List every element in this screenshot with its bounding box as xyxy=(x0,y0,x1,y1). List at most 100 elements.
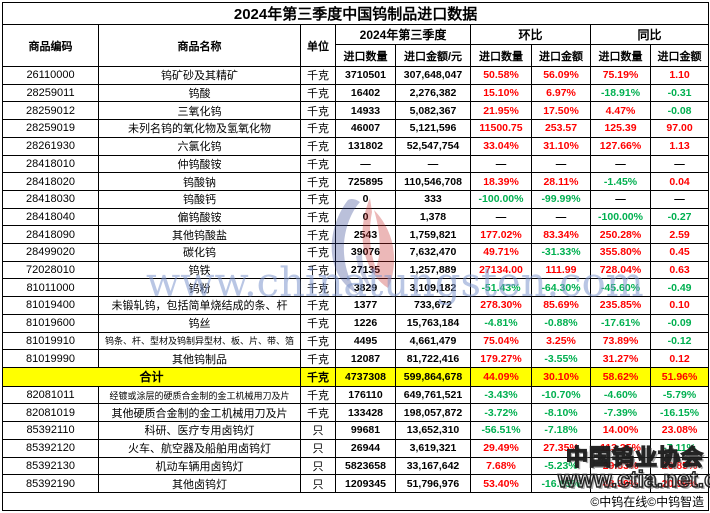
cell-product-code: 81019910 xyxy=(2,331,99,351)
table-row: 28418010 仲钨酸铵 千克 — — — — — — xyxy=(2,154,710,174)
cell-import-qty: 27135 xyxy=(335,260,396,280)
cell-product-code: 82081019 xyxy=(2,403,99,423)
cell-product-code: 82081011 xyxy=(2,385,99,405)
cell-import-amount: — xyxy=(395,154,471,174)
cell-import-amount: 307,648,047 xyxy=(395,66,471,85)
table-row: 85392120 火车、航空器及船舶用卤钨灯只 26944 3,619,321 29.4… xyxy=(2,438,710,458)
cell-yoy-qty: 73.89% xyxy=(590,331,651,351)
cell-import-amount: 1,759,821 xyxy=(395,225,471,245)
cell-import-amount: 33,167,642 xyxy=(395,456,471,476)
col-header-yoy-import-qty: 进口数量 xyxy=(590,44,651,67)
cell-unit: 千克 xyxy=(300,260,336,280)
cell-yoy-qty: 29.83% xyxy=(590,456,651,476)
cell-import-amount: 1,257,889 xyxy=(395,260,471,280)
cell-yoy-amount: 97.00 xyxy=(649,119,710,138)
table-row: 28259012 三氧化钨 千克 14933 5,082,367 21.95% 17.50%… xyxy=(2,101,710,121)
table-row: 28259019 未列名钨的氧化物及氢氧化物 千克 46007 5,121,596 115… xyxy=(2,119,710,138)
cell-yoy-amount: 0.12 xyxy=(649,349,710,368)
table-row: 72028010 钨铁 千克 27135 1,257,889 27134.00 111.99… xyxy=(2,260,710,280)
cell-qoq-qty: -4.81% xyxy=(470,313,532,333)
cell-yoy-qty: 31.27% xyxy=(590,349,651,368)
cell-qoq-amount: — xyxy=(531,207,591,227)
col-header-qoq-import-qty: 进口数量 xyxy=(470,44,532,67)
cell-qoq-amount: 253.57 xyxy=(531,119,591,138)
cell-yoy-qty: 125.39 xyxy=(590,119,651,138)
cell-product-name: 钨粉 xyxy=(98,278,301,298)
cell-qoq-amount: -8.10% xyxy=(531,403,591,423)
cell-qoq-qty: -3.43% xyxy=(470,385,532,405)
cell-qoq-amount: -3.55% xyxy=(531,349,591,368)
cell-qoq-qty: 21.95% xyxy=(470,101,532,121)
cell-import-qty: 725895 xyxy=(335,172,396,191)
cell-unit: 千克 xyxy=(300,243,336,262)
cell-product-name: 碳化钨 xyxy=(98,243,301,262)
cell-import-qty: 1226 xyxy=(335,313,396,333)
cell-qoq-qty: -56.51% xyxy=(470,421,532,440)
cell-unit: 千克 xyxy=(300,207,336,227)
cell-yoy-amount: 20.96% xyxy=(649,474,710,493)
cell-import-amount: 81,722,416 xyxy=(395,349,471,368)
cell-qoq-amount: -16.85% xyxy=(531,474,591,493)
cell-qoq-qty: 18.39% xyxy=(470,172,532,191)
cell-product-name: 其他硬质合金制的金工机械用刀及片 xyxy=(98,403,301,423)
cell-yoy-amount: -7.11% xyxy=(649,438,710,458)
cell-qoq-qty: 33.04% xyxy=(470,136,532,156)
cell-product-name: 钨酸钠 xyxy=(98,172,301,191)
cell-qoq-amount: -99.99% xyxy=(531,189,591,209)
table-row: 85392110 科研、医疗专用卤钨灯只 99681 13,652,310 -56.51… xyxy=(2,421,710,440)
cell-qoq-qty: — xyxy=(470,207,532,227)
cell-product-code: 81011000 xyxy=(2,278,99,298)
cell-import-qty: 1209345 xyxy=(335,474,396,493)
cell-import-amount: 1,378 xyxy=(395,207,471,227)
table-row: 28418030 钨酸钙 千克 0 333 -100.00% -99.99% — — xyxy=(2,189,710,209)
cell-qoq-qty: 50.58% xyxy=(470,66,532,85)
table-row: 85392190 其他卤钨灯只 1209345 51,796,976 53.40% -16… xyxy=(2,474,710,493)
cell-yoy-qty: -45.60% xyxy=(590,278,651,298)
cell-qoq-qty: 44.09% xyxy=(470,366,532,387)
cell-unit: 千克 xyxy=(300,313,336,333)
cell-import-qty: 3710501 xyxy=(335,66,396,85)
table-row: 26110000 钨矿砂及其精矿 千克 3710501 307,648,047 50.58… xyxy=(2,66,710,85)
cell-yoy-qty: 728.04% xyxy=(590,260,651,280)
cell-import-amount: 13,652,310 xyxy=(395,421,471,440)
cell-yoy-qty: -1.45% xyxy=(590,172,651,191)
cell-qoq-amount: -10.70% xyxy=(531,385,591,405)
cell-import-amount: 2,276,382 xyxy=(395,83,471,103)
footer-row: ©中钨在线©中钨智造 xyxy=(1,492,710,511)
cell-import-qty: 0 xyxy=(335,189,396,209)
col-header-unit: 单位 xyxy=(300,24,336,67)
cell-yoy-qty: — xyxy=(590,189,651,209)
cell-import-amount: 3,109,182 xyxy=(395,278,471,298)
col-header-yoy-import-amount: 进口金额 xyxy=(649,44,710,67)
cell-import-amount: 4,661,479 xyxy=(395,331,471,351)
cell-unit: 千克 xyxy=(300,189,336,209)
cell-yoy-qty: 113.25% xyxy=(590,438,651,458)
cell-yoy-qty: 48.39% xyxy=(590,474,651,493)
cell-import-qty: 1377 xyxy=(335,296,396,315)
cell-yoy-qty: 4.47% xyxy=(590,101,651,121)
cell-unit: 千克 xyxy=(300,83,336,103)
cell-product-code: 85392190 xyxy=(2,474,99,493)
title-row: 2024年第三季度中国钨制品进口数据 xyxy=(1,2,710,25)
table-row: 81011000 钨粉 千克 3829 3,109,182 -51.43% -64.30% -… xyxy=(2,278,710,298)
cell-import-amount: 5,082,367 xyxy=(395,101,471,121)
cell-yoy-qty: 355.80% xyxy=(590,243,651,262)
table-row: 81019990 其他钨制品 千克 12087 81,722,416 179.27% -3.… xyxy=(2,349,710,368)
cell-import-qty: 39076 xyxy=(335,243,396,262)
cell-yoy-amount: -0.09 xyxy=(649,313,710,333)
table-row: 28499020 碳化钨 千克 39076 7,632,470 49.71% -31.33%… xyxy=(2,243,710,262)
header-sub-row: 进口数量 进口金额/元 进口数量 进口金额 进口数量 进口金额 xyxy=(3,44,710,67)
cell-product-name: 经镀或涂层的硬质合金制的金工机械用刀及片 xyxy=(98,385,301,405)
cell-qoq-amount: 30.10% xyxy=(531,366,591,387)
cell-yoy-amount: — xyxy=(649,189,710,209)
cell-product-name: 钨条、杆、型材及钨制异型材、板、片、带、箔 xyxy=(98,331,301,351)
table-row: 81019910 钨条、杆、型材及钨制异型材、板、片、带、箔 千克 4495 4,661… xyxy=(2,331,710,351)
cell-qoq-amount: -5.23% xyxy=(531,456,591,476)
cell-import-amount: 110,546,708 xyxy=(395,172,471,191)
cell-yoy-amount: -0.12 xyxy=(649,331,710,351)
col-header-qoq-import-amount: 进口金额 xyxy=(531,44,591,67)
cell-qoq-qty: 49.71% xyxy=(470,243,532,262)
cell-qoq-qty: -100.00% xyxy=(470,189,532,209)
cell-qoq-amount: 85.69% xyxy=(531,296,591,315)
